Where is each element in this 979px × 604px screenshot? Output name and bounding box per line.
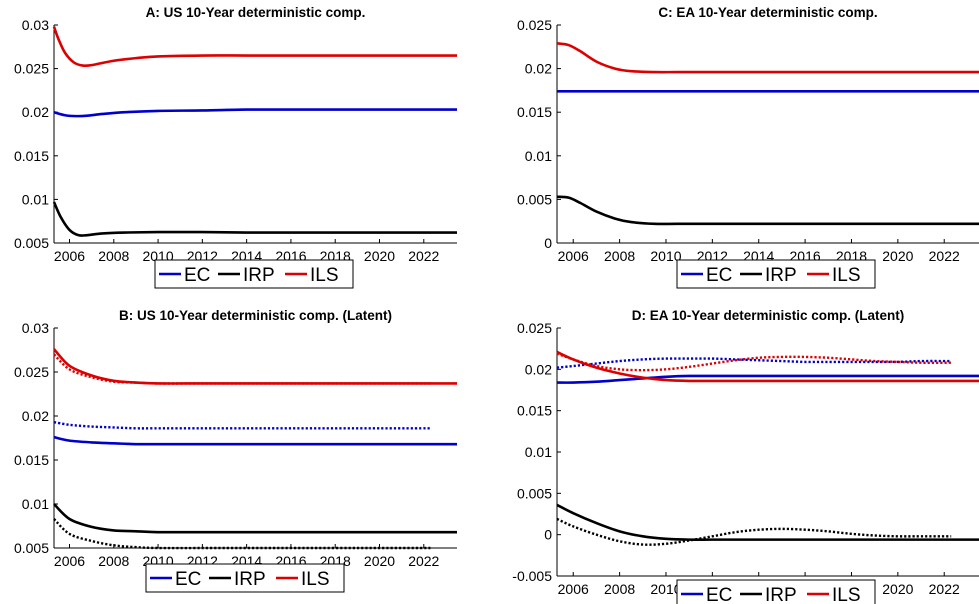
panel-title: C: EA 10-Year deterministic comp. (658, 5, 877, 20)
legend: EC IRP ILS (676, 579, 876, 604)
series-line-ils-solid (556, 42, 979, 74)
y-tick-label: 0.01 (22, 496, 49, 512)
x-tick-label: 2020 (882, 581, 913, 597)
x-tick-label: 2010 (650, 248, 681, 264)
x-tick-label: 2020 (364, 248, 395, 264)
y-tick-label: 0.02 (525, 61, 552, 77)
legend: EC IRP ILS (676, 259, 876, 289)
panel-title: A: US 10-Year deterministic comp. (146, 5, 366, 20)
x-tick-label: 2022 (408, 553, 439, 569)
x-tick-label: 2006 (558, 581, 589, 597)
y-tick-label: 0.02 (22, 104, 49, 120)
legend-label-ils: ILS (310, 265, 339, 286)
legend-label-irp: IRP (234, 569, 266, 590)
x-tick-label: 2008 (604, 581, 635, 597)
y-tick-label: 0 (544, 527, 552, 543)
series-line-irp-solid (556, 503, 979, 541)
series-line-ils-solid (53, 348, 457, 385)
series-line-ec-solid (556, 374, 979, 384)
series-line-irp-dotted (53, 518, 431, 550)
chart-panel-a: A: US 10-Year deterministic comp. 0.005 0.… (14, 5, 457, 289)
chart-panel-b: B: US 10-Year deterministic comp. (Laten… (14, 308, 457, 593)
series-line-irp-solid (53, 503, 457, 534)
y-tick-label: 0.005 (517, 191, 552, 207)
legend: EC IRP ILS (154, 259, 354, 289)
legend-box (154, 259, 354, 289)
panel-title: D: EA 10-Year deterministic comp. (Laten… (632, 308, 905, 323)
y-tick-label: 0.005 (14, 235, 49, 251)
y-tick-label: 0.01 (525, 444, 552, 460)
y-tick-label: -0.005 (512, 568, 552, 584)
y-tick-label: 0.015 (517, 403, 552, 419)
series-line-ec-dotted (556, 357, 952, 369)
legend-label-ec: EC (706, 585, 732, 604)
series-line-ils-solid (556, 350, 979, 383)
legend-label-irp: IRP (765, 585, 797, 604)
y-tick-label: 0.005 (14, 540, 49, 556)
legend-box (145, 563, 345, 593)
series-line-irp-solid (52, 201, 457, 237)
legend-box (676, 259, 876, 289)
legend-label-ils: ILS (832, 585, 861, 604)
x-tick-label: 2022 (408, 248, 439, 264)
series-line-irp-solid (556, 195, 979, 226)
y-tick-label: 0.01 (22, 191, 49, 207)
legend-label-ils: ILS (301, 569, 330, 590)
x-tick-label: 2020 (364, 553, 395, 569)
y-tick-label: 0.03 (22, 320, 49, 336)
y-tick-label: 0.025 (517, 17, 552, 33)
x-tick-label: 2008 (604, 248, 635, 264)
x-tick-label: 2008 (98, 553, 129, 569)
series-line-ec-solid (53, 108, 457, 118)
x-tick-label: 2008 (98, 248, 129, 264)
legend-label-ec: EC (175, 569, 201, 590)
y-tick-label: 0.025 (517, 320, 552, 336)
series-line-ec-solid (53, 435, 457, 446)
legend-label-irp: IRP (243, 265, 275, 286)
y-tick-label: 0.01 (525, 148, 552, 164)
x-tick-label: 2006 (558, 248, 589, 264)
y-tick-label: 0.005 (517, 485, 552, 501)
legend: EC IRP ILS (145, 563, 345, 593)
x-tick-label: 2020 (882, 248, 913, 264)
series-line-irp-dotted (556, 517, 952, 546)
series-line-ils-solid (52, 26, 457, 68)
panel-title: B: US 10-Year deterministic comp. (Laten… (119, 308, 392, 323)
legend-label-ec: EC (706, 265, 732, 286)
y-tick-label: 0.025 (14, 364, 49, 380)
legend-label-ec: EC (184, 265, 210, 286)
legend-label-irp: IRP (765, 265, 797, 286)
x-tick-label: 2022 (929, 248, 960, 264)
y-tick-label: 0.03 (22, 17, 49, 33)
y-tick-label: 0.015 (14, 452, 49, 468)
y-tick-label: 0.02 (525, 361, 552, 377)
chart-panel-c: C: EA 10-Year deterministic comp. 0 0.005 0… (517, 5, 979, 289)
series-line-ils-dotted (53, 353, 431, 385)
x-tick-label: 2006 (54, 553, 85, 569)
x-tick-label: 2022 (929, 581, 960, 597)
chart-panel-d: D: EA 10-Year deterministic comp. (Laten… (512, 308, 979, 604)
y-tick-label: 0.02 (22, 408, 49, 424)
legend-box (676, 579, 876, 604)
y-tick-label: 0 (544, 235, 552, 251)
x-tick-label: 2006 (54, 248, 85, 264)
legend-label-ils: ILS (832, 265, 861, 286)
series-line-ec-dotted (53, 420, 431, 430)
y-tick-label: 0.015 (517, 104, 552, 120)
y-tick-label: 0.015 (14, 148, 49, 164)
x-tick-label: 2010 (650, 581, 681, 597)
y-tick-label: 0.025 (14, 61, 49, 77)
